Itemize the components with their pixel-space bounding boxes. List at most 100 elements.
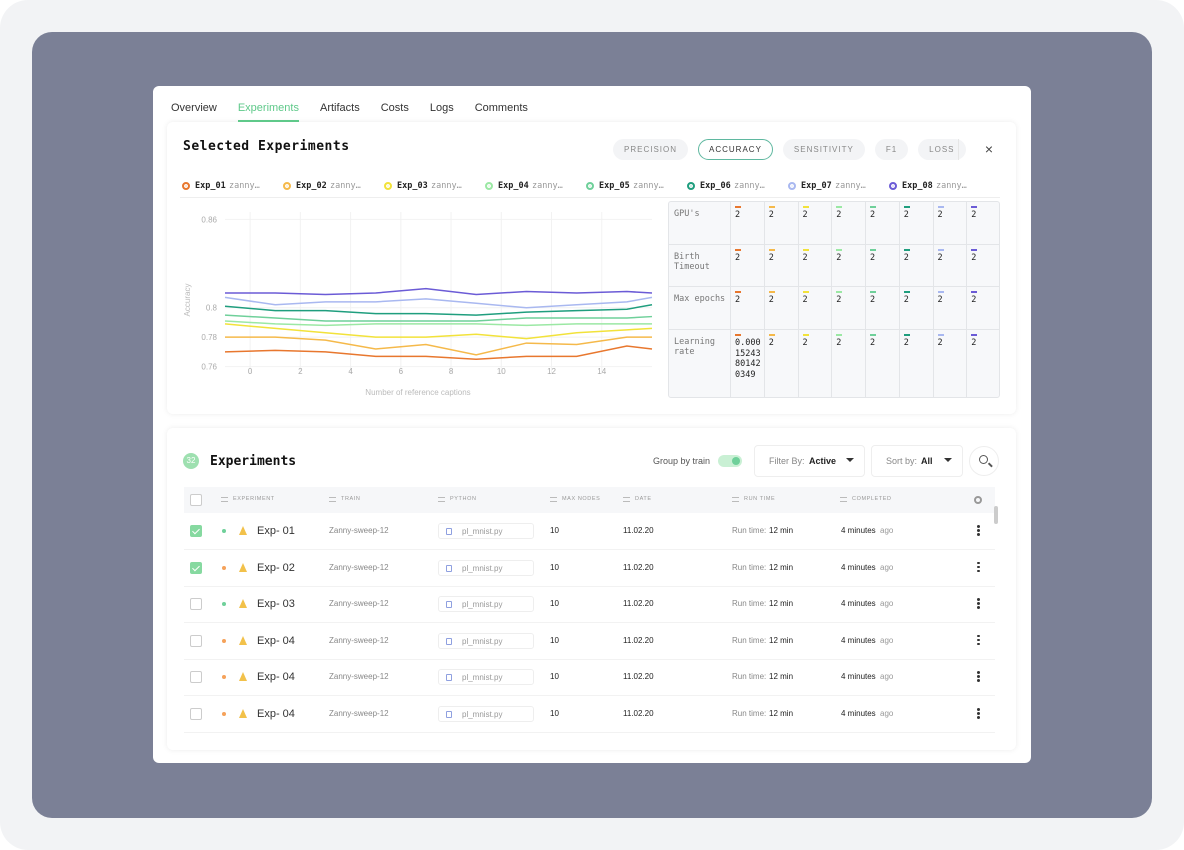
row-checkbox[interactable] bbox=[190, 561, 202, 574]
completed-suffix: ago bbox=[880, 599, 894, 609]
experiment-name[interactable]: Exp- 04 bbox=[257, 634, 295, 647]
max-nodes: 10 bbox=[550, 526, 559, 535]
max-nodes: 10 bbox=[550, 672, 559, 682]
python-file[interactable]: pl_mnist.py bbox=[438, 596, 534, 613]
legend-rule bbox=[180, 197, 1000, 198]
param-value: 2 bbox=[903, 210, 909, 220]
column-header[interactable]: EXPERIMENT bbox=[233, 496, 275, 502]
column-header[interactable]: DATE bbox=[635, 496, 652, 502]
cell-dash bbox=[903, 249, 910, 251]
param-value: 2 bbox=[735, 253, 741, 263]
cell-dash bbox=[870, 249, 876, 251]
row-checkbox[interactable] bbox=[190, 598, 202, 611]
metric-button[interactable]: PRECISION bbox=[613, 139, 689, 160]
column-header[interactable]: COMPLETED bbox=[852, 496, 892, 502]
toggle[interactable] bbox=[718, 455, 742, 467]
search-button[interactable] bbox=[969, 446, 999, 476]
legend-tag: zanny… bbox=[229, 181, 260, 191]
param-value: 2 bbox=[836, 338, 842, 348]
param-value: 2 bbox=[937, 338, 943, 348]
python-file[interactable]: pl_mnist.py bbox=[438, 669, 534, 686]
python-file[interactable]: pl_mnist.py bbox=[438, 523, 534, 539]
sort-icon bbox=[550, 497, 557, 502]
row-checkbox[interactable] bbox=[190, 671, 202, 684]
filter-dropdown[interactable]: Filter By: Active bbox=[754, 445, 865, 477]
cell-dash bbox=[768, 206, 775, 208]
cell-dash bbox=[870, 206, 876, 208]
file-icon bbox=[446, 601, 452, 609]
param-value: 2 bbox=[870, 253, 876, 263]
tab[interactable]: Costs bbox=[380, 102, 409, 114]
legend-name: Exp_06 bbox=[700, 181, 731, 191]
row-menu[interactable] bbox=[975, 670, 981, 684]
row-menu[interactable] bbox=[975, 634, 981, 648]
column-header[interactable]: PYTHON bbox=[450, 496, 477, 502]
cell-dash bbox=[971, 249, 978, 251]
python-name: pl_mnist.py bbox=[462, 636, 503, 646]
completed-suffix: ago bbox=[880, 526, 894, 535]
python-name: pl_mnist.py bbox=[462, 600, 503, 610]
row-checkbox[interactable] bbox=[190, 525, 202, 537]
menu-dot bbox=[977, 638, 980, 642]
close-button[interactable]: × bbox=[984, 141, 994, 157]
col-rule bbox=[763, 201, 765, 398]
sort-dropdown[interactable]: Sort by: All bbox=[871, 445, 963, 477]
legend-name: Exp_03 bbox=[397, 181, 428, 191]
date: 11.02.20 bbox=[623, 672, 654, 682]
menu-dot bbox=[977, 634, 980, 638]
row-rule bbox=[184, 658, 995, 660]
param-value: 2 bbox=[802, 338, 808, 348]
legend-tag: zanny… bbox=[633, 181, 664, 191]
tab[interactable]: Overview bbox=[171, 102, 217, 114]
column-header[interactable]: TRAIN bbox=[341, 496, 361, 502]
params-table bbox=[668, 201, 1000, 398]
sort-icon bbox=[221, 497, 228, 502]
group-label: Group by train bbox=[653, 456, 711, 466]
cell-dash bbox=[802, 206, 809, 208]
legend-tag: zanny… bbox=[936, 181, 967, 191]
row-rule bbox=[184, 549, 995, 550]
python-file[interactable]: pl_mnist.py bbox=[438, 559, 534, 576]
legend-name: Exp_04 bbox=[498, 181, 529, 191]
tab[interactable]: Experiments bbox=[237, 102, 299, 122]
cell-dash bbox=[870, 291, 876, 293]
param-value: 2 bbox=[903, 338, 909, 348]
metric-button[interactable]: ACCURACY bbox=[698, 139, 773, 160]
param-value: 2 bbox=[971, 253, 977, 263]
status-dot bbox=[222, 602, 226, 607]
tab[interactable]: Comments bbox=[474, 102, 528, 114]
python-file[interactable]: pl_mnist.py bbox=[438, 632, 534, 649]
settings-icon[interactable] bbox=[974, 496, 982, 504]
experiment-name[interactable]: Exp- 03 bbox=[257, 598, 295, 611]
run-value: 12 min bbox=[769, 526, 794, 535]
header-checkbox[interactable] bbox=[190, 494, 202, 506]
column-header[interactable]: MAX NODES bbox=[562, 496, 601, 502]
row-menu[interactable] bbox=[975, 561, 981, 575]
run-label: Run time: bbox=[732, 526, 767, 535]
row-menu[interactable] bbox=[975, 597, 981, 611]
tab[interactable]: Artifacts bbox=[319, 102, 360, 114]
python-name: pl_mnist.py bbox=[462, 673, 503, 683]
row-menu[interactable] bbox=[975, 524, 981, 538]
experiment-name[interactable]: Exp- 04 bbox=[257, 708, 295, 720]
param-value: 2 bbox=[735, 210, 741, 220]
experiment-name[interactable]: Exp- 01 bbox=[257, 525, 295, 537]
row-menu[interactable] bbox=[975, 707, 981, 721]
tab[interactable]: Logs bbox=[429, 102, 454, 114]
metric-button[interactable]: SENSITIVITY bbox=[782, 139, 865, 160]
metric-button[interactable]: F1 bbox=[874, 139, 909, 160]
flask-icon bbox=[239, 635, 247, 645]
row-checkbox[interactable] bbox=[190, 634, 202, 647]
row-checkbox[interactable] bbox=[190, 708, 202, 720]
param-value: 2 bbox=[937, 253, 943, 263]
experiment-name[interactable]: Exp- 04 bbox=[257, 671, 295, 684]
experiment-name[interactable]: Exp- 02 bbox=[257, 561, 295, 574]
legend-tag: zanny… bbox=[330, 181, 361, 191]
param-value: 2 bbox=[735, 295, 741, 305]
file-icon bbox=[446, 711, 452, 718]
metric-button[interactable]: LOSS bbox=[918, 139, 966, 160]
param-label: GPU's bbox=[674, 209, 700, 219]
column-header[interactable]: RUN TIME bbox=[744, 496, 776, 502]
section-title: Experiments bbox=[210, 454, 297, 469]
python-file[interactable]: pl_mnist.py bbox=[438, 706, 534, 722]
